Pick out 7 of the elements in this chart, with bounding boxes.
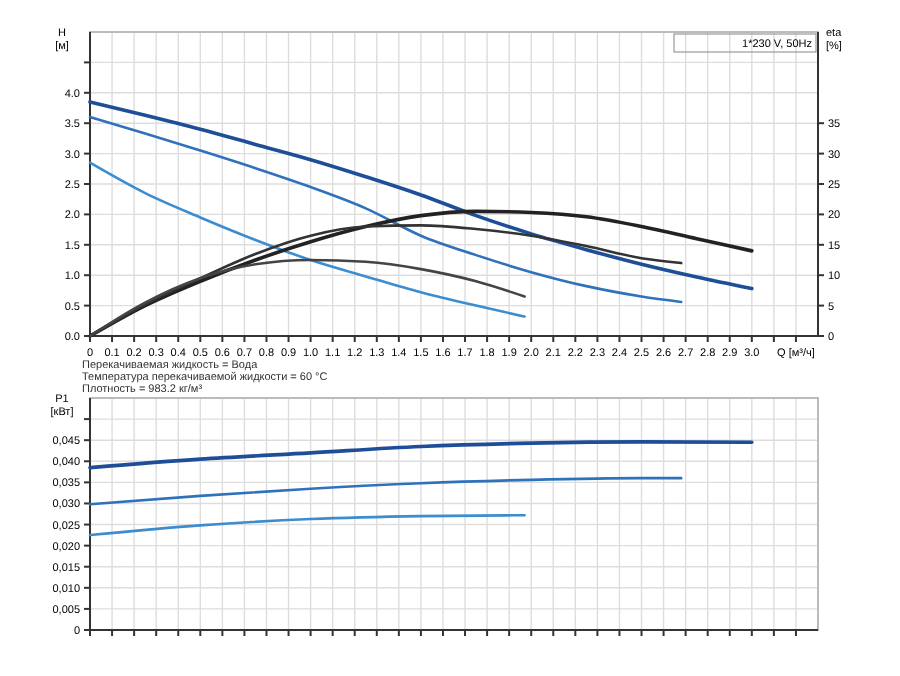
line-series [88, 161, 526, 318]
line-series [88, 513, 526, 537]
line-series [88, 100, 754, 291]
line-series [88, 258, 526, 338]
line-series [88, 440, 754, 470]
line-series [88, 115, 683, 304]
line-series [88, 476, 683, 506]
